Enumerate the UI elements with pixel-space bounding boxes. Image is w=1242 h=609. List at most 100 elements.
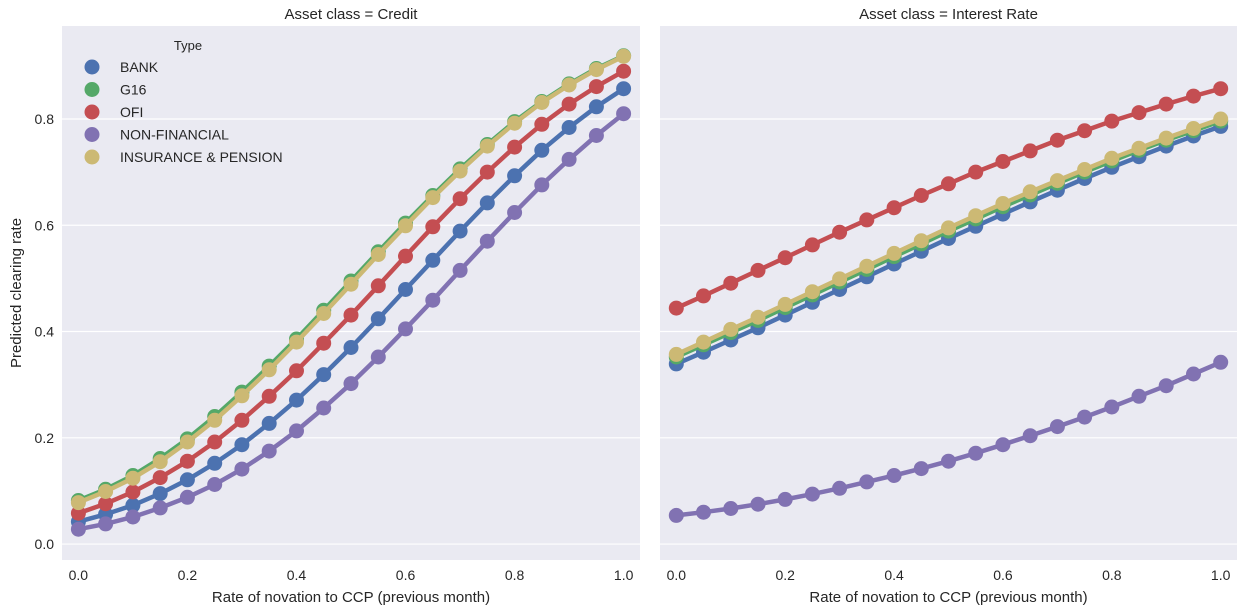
data-point bbox=[1186, 88, 1201, 104]
data-point bbox=[507, 115, 523, 131]
data-point bbox=[588, 62, 604, 78]
legend-marker bbox=[84, 82, 100, 97]
data-point bbox=[832, 271, 848, 287]
data-point bbox=[207, 412, 223, 428]
data-point bbox=[207, 477, 223, 492]
legend-entry: INSURANCE & PENSION bbox=[120, 149, 283, 165]
x-tick-label: 0.8 bbox=[1102, 567, 1122, 583]
data-point bbox=[968, 445, 984, 461]
data-point bbox=[289, 334, 304, 350]
x-tick-label: 0.0 bbox=[69, 567, 89, 583]
data-point bbox=[995, 196, 1011, 211]
x-tick-label: 0.8 bbox=[505, 567, 525, 583]
data-point bbox=[479, 138, 495, 154]
data-point bbox=[1186, 121, 1201, 136]
data-point bbox=[234, 437, 250, 453]
data-point bbox=[886, 200, 902, 216]
data-point bbox=[750, 496, 766, 512]
data-point bbox=[777, 296, 793, 312]
data-point bbox=[70, 505, 86, 521]
data-point bbox=[316, 367, 332, 383]
x-tick-label: 0.6 bbox=[396, 567, 416, 583]
data-point bbox=[1158, 130, 1174, 146]
data-point bbox=[452, 163, 468, 179]
series-ofi bbox=[70, 63, 632, 521]
data-point bbox=[968, 208, 984, 224]
data-point bbox=[398, 321, 413, 337]
data-point bbox=[668, 507, 684, 523]
data-point bbox=[343, 340, 359, 355]
data-point bbox=[507, 205, 523, 220]
data-point bbox=[1213, 81, 1229, 97]
data-point bbox=[1049, 419, 1065, 435]
data-point bbox=[941, 453, 956, 469]
data-point bbox=[561, 96, 577, 112]
data-point bbox=[343, 276, 359, 292]
data-point bbox=[1131, 140, 1147, 156]
x-tick-label: 1.0 bbox=[614, 567, 634, 583]
data-point bbox=[261, 388, 277, 404]
data-point bbox=[125, 470, 141, 486]
data-point bbox=[398, 282, 413, 297]
x-tick-label: 0.6 bbox=[993, 567, 1013, 583]
data-point bbox=[343, 307, 359, 323]
data-point bbox=[777, 491, 793, 507]
data-point bbox=[1104, 399, 1120, 415]
y-axis-label: Predicted clearing rate bbox=[8, 218, 25, 368]
x-tick-label: 0.4 bbox=[884, 567, 904, 583]
data-point bbox=[696, 334, 711, 350]
data-point bbox=[995, 154, 1011, 169]
panel-1 bbox=[660, 26, 1237, 560]
data-point bbox=[696, 288, 711, 304]
data-point bbox=[479, 195, 495, 211]
data-point bbox=[370, 349, 386, 365]
data-point bbox=[588, 128, 604, 143]
legend-entry: NON-FINANCIAL bbox=[120, 127, 229, 143]
data-point bbox=[1022, 428, 1038, 444]
data-point bbox=[70, 521, 86, 537]
data-point bbox=[152, 454, 168, 470]
data-point bbox=[70, 495, 86, 511]
legend-marker bbox=[84, 104, 100, 120]
data-point bbox=[588, 79, 604, 95]
data-point bbox=[832, 224, 848, 240]
data-point bbox=[452, 191, 468, 207]
data-point bbox=[234, 388, 250, 404]
data-point bbox=[1158, 378, 1174, 394]
data-point bbox=[668, 300, 684, 316]
data-point bbox=[616, 106, 632, 122]
data-point bbox=[179, 453, 195, 469]
data-point bbox=[179, 472, 195, 488]
data-point bbox=[886, 245, 902, 261]
data-point bbox=[886, 468, 902, 483]
data-point bbox=[750, 309, 766, 325]
data-point bbox=[1104, 113, 1120, 129]
y-tick-label: 0.8 bbox=[35, 111, 55, 127]
data-point bbox=[452, 262, 468, 278]
x-axis-label: Rate of novation to CCP (previous month) bbox=[809, 589, 1087, 606]
y-tick-label: 0.2 bbox=[35, 430, 55, 446]
data-point bbox=[370, 311, 386, 327]
data-point bbox=[696, 504, 711, 520]
data-point bbox=[98, 516, 114, 532]
plot-background bbox=[62, 26, 640, 560]
y-tick-label: 0.4 bbox=[35, 324, 55, 340]
legend: Type BANK G16 OFI NON-FINANCIAL INSURANCE & P… bbox=[84, 38, 283, 165]
x-tick-label: 0.0 bbox=[667, 567, 687, 583]
data-point bbox=[534, 177, 550, 193]
data-point bbox=[179, 489, 195, 505]
data-point bbox=[316, 306, 332, 321]
legend-marker bbox=[84, 149, 100, 165]
data-point bbox=[316, 335, 332, 351]
data-point bbox=[425, 252, 441, 268]
y-tick-label: 0.0 bbox=[35, 536, 55, 552]
series-bank bbox=[70, 81, 632, 530]
panel-title: Asset class = Interest Rate bbox=[859, 6, 1038, 23]
data-point bbox=[616, 63, 632, 79]
data-point bbox=[507, 168, 523, 184]
x-tick-label: 0.4 bbox=[287, 567, 307, 583]
data-point bbox=[261, 362, 277, 378]
x-tick-label: 0.2 bbox=[775, 567, 795, 583]
data-point bbox=[534, 142, 550, 158]
panel-0 bbox=[62, 26, 640, 560]
